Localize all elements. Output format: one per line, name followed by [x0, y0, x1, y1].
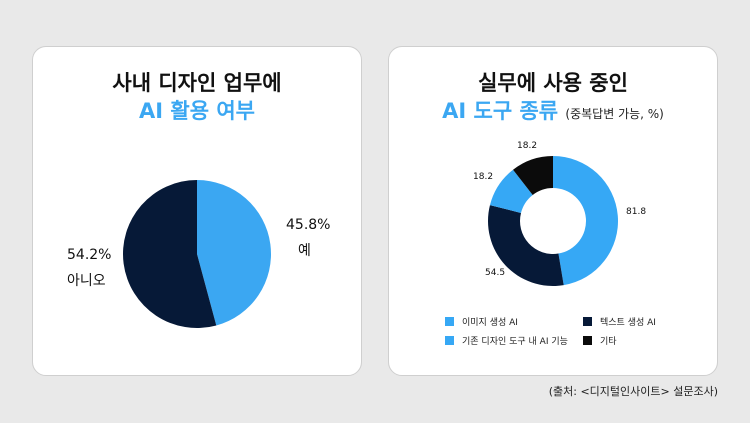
pie-value-label-no: 54.2% — [67, 247, 112, 263]
donut-value-label-text-ai: 54.5 — [485, 268, 506, 278]
left-card-title-line1: 사내 디자인 업무에 — [112, 71, 282, 95]
right-card-title-note: (중복답변 가능, %) — [565, 107, 664, 121]
donut-value-label-other: 18.2 — [517, 141, 538, 151]
legend-swatch-text-ai — [583, 317, 592, 326]
legend-label-other: 기타 — [600, 337, 617, 347]
legend-item-text-ai: 텍스트 생성 AI — [583, 315, 703, 328]
donut-legend: 이미지 생성 AI 텍스트 생성 AI 기존 디자인 도구 내 AI 기능 기타 — [445, 315, 695, 347]
legend-label-image-ai: 이미지 생성 AI — [462, 318, 518, 328]
donut-slice-design-tool-ai — [489, 169, 533, 213]
right-card-title-line1: 실무에 사용 중인 — [478, 71, 628, 95]
left-card-title-line2: AI 활용 여부 — [139, 99, 255, 123]
pie-category-label-no: 아니오 — [67, 273, 106, 289]
pie-slice-no — [122, 180, 217, 328]
pie-category-label-yes: 예 — [298, 243, 311, 259]
donut-slice-image-ai — [553, 156, 618, 286]
pie-value-label-yes: 45.8% — [286, 217, 331, 233]
legend-item-design-tool-ai: 기존 디자인 도구 내 AI 기능 — [445, 334, 583, 347]
legend-item-image-ai: 이미지 생성 AI — [445, 315, 583, 328]
source-caption: (출처: <디지털인사이트> 설문조사) — [548, 385, 718, 398]
legend-label-text-ai: 텍스트 생성 AI — [600, 318, 656, 328]
legend-label-design-tool-ai: 기존 디자인 도구 내 AI 기능 — [462, 337, 568, 347]
legend-item-other: 기타 — [583, 334, 703, 347]
legend-swatch-design-tool-ai — [445, 336, 454, 345]
ai-tools-donut-chart — [488, 156, 618, 286]
ai-usage-pie-chart — [122, 180, 271, 328]
donut-value-label-design-tool-ai: 18.2 — [473, 172, 494, 182]
right-card-title-main: AI 도구 종류 — [442, 99, 559, 123]
legend-swatch-image-ai — [445, 317, 454, 326]
right-card-title-line2: AI 도구 종류 (중복답변 가능, %) — [389, 97, 717, 128]
legend-swatch-other — [583, 336, 592, 345]
donut-value-label-image-ai: 81.8 — [626, 207, 647, 217]
donut-slice-text-ai — [488, 205, 564, 286]
ai-tools-card: 실무에 사용 중인 AI 도구 종류 (중복답변 가능, %) 81.8 54.… — [388, 46, 718, 376]
ai-usage-card: 사내 디자인 업무에 AI 활용 여부 45.8% 예 54.2% 아니오 — [32, 46, 362, 376]
pie-slice-yes — [197, 180, 271, 326]
donut-slice-other — [513, 156, 553, 195]
